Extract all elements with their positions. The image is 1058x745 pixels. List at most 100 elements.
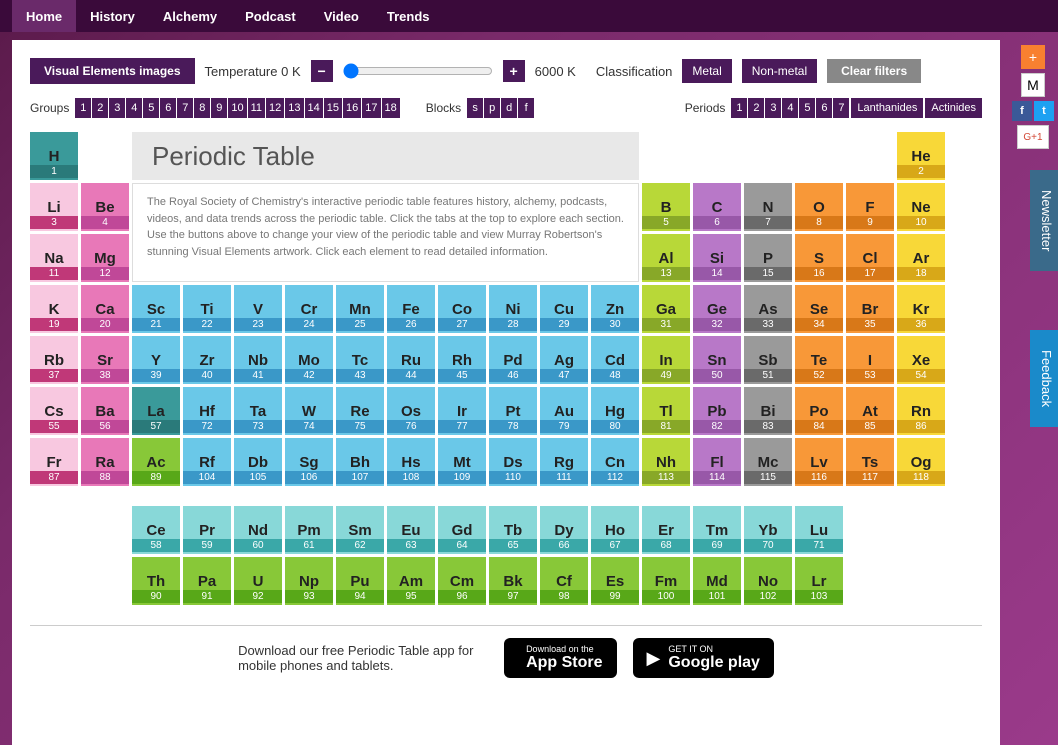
feedback-tab[interactable]: Feedback <box>1030 330 1058 427</box>
element-Sm[interactable]: Sm62 <box>336 506 384 554</box>
nav-alchemy[interactable]: Alchemy <box>149 0 231 32</box>
element-Mn[interactable]: Mn25 <box>336 285 384 333</box>
element-Gd[interactable]: Gd64 <box>438 506 486 554</box>
element-Po[interactable]: Po84 <box>795 387 843 435</box>
element-Md[interactable]: Md101 <box>693 557 741 605</box>
element-Th[interactable]: Th90 <box>132 557 180 605</box>
element-Bi[interactable]: Bi83 <box>744 387 792 435</box>
element-Ac[interactable]: Ac89 <box>132 438 180 486</box>
element-I[interactable]: I53 <box>846 336 894 384</box>
element-Bk[interactable]: Bk97 <box>489 557 537 605</box>
element-Eu[interactable]: Eu63 <box>387 506 435 554</box>
element-Lu[interactable]: Lu71 <box>795 506 843 554</box>
element-Mo[interactable]: Mo42 <box>285 336 333 384</box>
temperature-slider[interactable] <box>343 63 493 79</box>
element-Pm[interactable]: Pm61 <box>285 506 333 554</box>
element-Mt[interactable]: Mt109 <box>438 438 486 486</box>
element-Na[interactable]: Na11 <box>30 234 78 282</box>
element-La[interactable]: La57 <box>132 387 180 435</box>
element-As[interactable]: As33 <box>744 285 792 333</box>
element-Xe[interactable]: Xe54 <box>897 336 945 384</box>
element-F[interactable]: F9 <box>846 183 894 231</box>
element-Ce[interactable]: Ce58 <box>132 506 180 554</box>
nav-history[interactable]: History <box>76 0 149 32</box>
element-Ra[interactable]: Ra88 <box>81 438 129 486</box>
element-Cr[interactable]: Cr24 <box>285 285 333 333</box>
group-button-17[interactable]: 17 <box>362 98 380 118</box>
element-Pu[interactable]: Pu94 <box>336 557 384 605</box>
group-button-11[interactable]: 11 <box>248 98 265 118</box>
element-W[interactable]: W74 <box>285 387 333 435</box>
group-button-15[interactable]: 15 <box>324 98 342 118</box>
element-Es[interactable]: Es99 <box>591 557 639 605</box>
element-Pd[interactable]: Pd46 <box>489 336 537 384</box>
element-Re[interactable]: Re75 <box>336 387 384 435</box>
element-In[interactable]: In49 <box>642 336 690 384</box>
element-Sc[interactable]: Sc21 <box>132 285 180 333</box>
element-Og[interactable]: Og118 <box>897 438 945 486</box>
element-Ti[interactable]: Ti22 <box>183 285 231 333</box>
element-Si[interactable]: Si14 <box>693 234 741 282</box>
element-Ir[interactable]: Ir77 <box>438 387 486 435</box>
element-H[interactable]: H1 <box>30 132 78 180</box>
element-Ne[interactable]: Ne10 <box>897 183 945 231</box>
element-Fe[interactable]: Fe26 <box>387 285 435 333</box>
element-Fr[interactable]: Fr87 <box>30 438 78 486</box>
element-Ag[interactable]: Ag47 <box>540 336 588 384</box>
group-button-14[interactable]: 14 <box>305 98 323 118</box>
element-Pt[interactable]: Pt78 <box>489 387 537 435</box>
nav-podcast[interactable]: Podcast <box>231 0 310 32</box>
element-Os[interactable]: Os76 <box>387 387 435 435</box>
period-button-4[interactable]: 4 <box>782 98 798 118</box>
element-Yb[interactable]: Yb70 <box>744 506 792 554</box>
temp-minus-button[interactable]: − <box>311 60 333 82</box>
period-button-6[interactable]: 6 <box>816 98 832 118</box>
element-Ar[interactable]: Ar18 <box>897 234 945 282</box>
element-Pr[interactable]: Pr59 <box>183 506 231 554</box>
element-Cm[interactable]: Cm96 <box>438 557 486 605</box>
element-Ca[interactable]: Ca20 <box>81 285 129 333</box>
element-Sr[interactable]: Sr38 <box>81 336 129 384</box>
block-button-d[interactable]: d <box>501 98 517 118</box>
element-Lr[interactable]: Lr103 <box>795 557 843 605</box>
element-Ho[interactable]: Ho67 <box>591 506 639 554</box>
element-Li[interactable]: Li3 <box>30 183 78 231</box>
group-button-3[interactable]: 3 <box>109 98 125 118</box>
element-Ts[interactable]: Ts117 <box>846 438 894 486</box>
nav-home[interactable]: Home <box>12 0 76 32</box>
element-V[interactable]: V23 <box>234 285 282 333</box>
element-He[interactable]: He2 <box>897 132 945 180</box>
element-Co[interactable]: Co27 <box>438 285 486 333</box>
element-S[interactable]: S16 <box>795 234 843 282</box>
element-Zr[interactable]: Zr40 <box>183 336 231 384</box>
element-Kr[interactable]: Kr36 <box>897 285 945 333</box>
group-button-8[interactable]: 8 <box>194 98 210 118</box>
element-Cn[interactable]: Cn112 <box>591 438 639 486</box>
element-Ds[interactable]: Ds110 <box>489 438 537 486</box>
element-Sg[interactable]: Sg106 <box>285 438 333 486</box>
facebook-icon[interactable]: f <box>1012 101 1032 121</box>
element-Nb[interactable]: Nb41 <box>234 336 282 384</box>
period-button-1[interactable]: 1 <box>731 98 747 118</box>
element-Cs[interactable]: Cs55 <box>30 387 78 435</box>
block-button-p[interactable]: p <box>484 98 500 118</box>
element-Pb[interactable]: Pb82 <box>693 387 741 435</box>
element-Y[interactable]: Y39 <box>132 336 180 384</box>
group-button-2[interactable]: 2 <box>92 98 108 118</box>
element-Er[interactable]: Er68 <box>642 506 690 554</box>
element-Hs[interactable]: Hs108 <box>387 438 435 486</box>
element-Au[interactable]: Au79 <box>540 387 588 435</box>
group-button-18[interactable]: 18 <box>382 98 400 118</box>
element-Am[interactable]: Am95 <box>387 557 435 605</box>
element-Np[interactable]: Np93 <box>285 557 333 605</box>
element-Cu[interactable]: Cu29 <box>540 285 588 333</box>
element-Cd[interactable]: Cd48 <box>591 336 639 384</box>
nav-video[interactable]: Video <box>310 0 373 32</box>
element-P[interactable]: P15 <box>744 234 792 282</box>
block-button-f[interactable]: f <box>518 98 534 118</box>
element-Rg[interactable]: Rg111 <box>540 438 588 486</box>
nav-trends[interactable]: Trends <box>373 0 444 32</box>
google-play-button[interactable]: ▶ GET IT ONGoogle play <box>633 638 774 678</box>
group-button-6[interactable]: 6 <box>160 98 176 118</box>
element-Al[interactable]: Al13 <box>642 234 690 282</box>
